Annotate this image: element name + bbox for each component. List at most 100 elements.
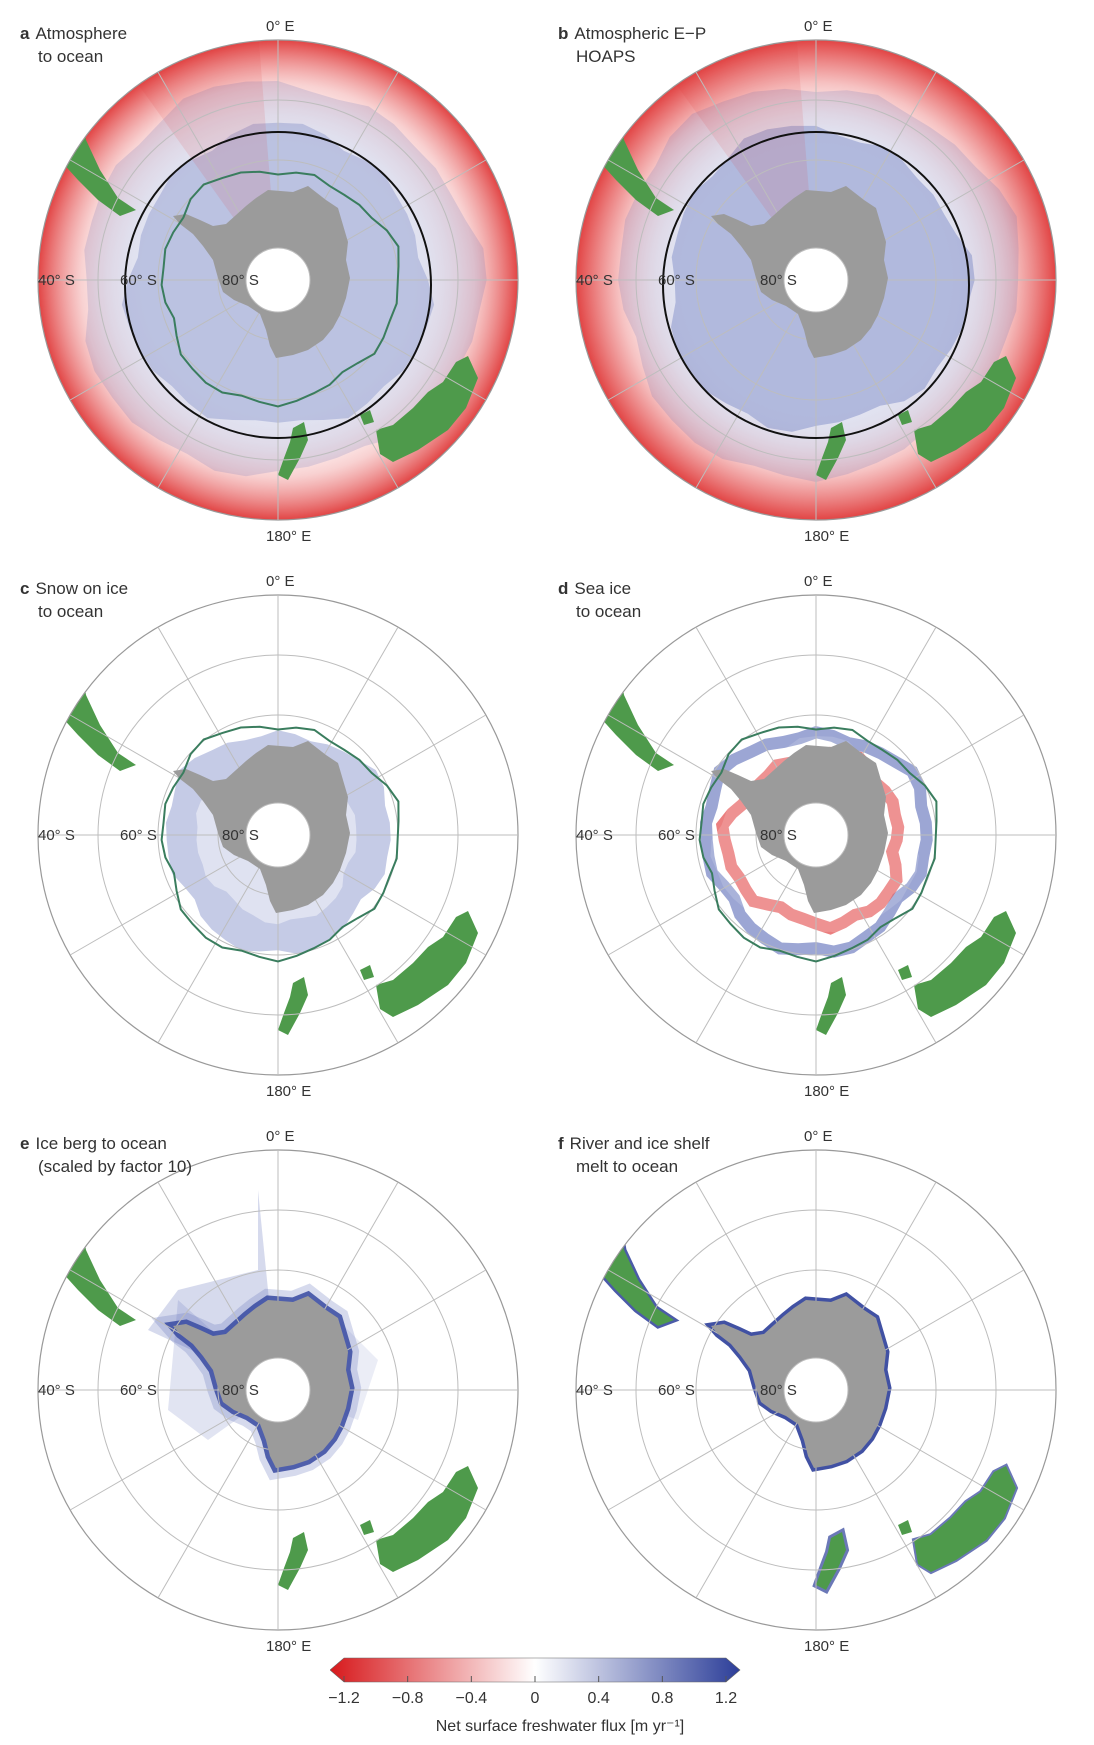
- panel-title-line2: HOAPS: [576, 47, 636, 66]
- land-mass: [898, 1520, 912, 1535]
- land-mass: [376, 1466, 478, 1572]
- land-mass: [360, 1520, 374, 1535]
- pole-hole: [245, 1357, 311, 1423]
- land-mass: [914, 911, 1016, 1017]
- map-panel-e: e Ice berg to ocean (scaled by factor 10) 0…: [8, 1120, 548, 1660]
- lon-label-180E: 180° E: [266, 1638, 312, 1655]
- lon-label-0E: 0° E: [804, 573, 833, 590]
- lon-label-180E: 180° E: [804, 1083, 850, 1100]
- panel-title: f River and ice shelf melt to ocean: [558, 1132, 710, 1178]
- colorbar-tick-label: 0.8: [651, 1690, 674, 1707]
- lat-label-80S: 80° S: [760, 1382, 797, 1399]
- lat-label-60S: 60° S: [120, 272, 157, 289]
- panel-title-line2: to ocean: [38, 602, 104, 621]
- land-mass: [914, 356, 1016, 462]
- land-mass: [376, 356, 478, 462]
- panel-letter: a: [20, 24, 30, 43]
- lat-label-80S: 80° S: [222, 827, 259, 844]
- flux-field-positive-ring: [699, 725, 933, 958]
- panel-title-line1: Snow on ice: [35, 579, 129, 598]
- lon-label-0E: 0° E: [804, 18, 833, 35]
- lon-label-180E: 180° E: [804, 528, 850, 545]
- panel-letter: f: [558, 1134, 564, 1153]
- colorbar-tick-label: 0.4: [587, 1690, 610, 1707]
- lat-label-40S: 40° S: [576, 1382, 613, 1399]
- colorbar-tick-label: −1.2: [328, 1690, 360, 1707]
- panel-title-line2: (scaled by factor 10): [38, 1157, 193, 1176]
- polar-map: [37, 39, 519, 521]
- lat-label-80S: 80° S: [222, 1382, 259, 1399]
- lon-label-0E: 0° E: [266, 573, 295, 590]
- lon-label-180E: 180° E: [266, 1083, 312, 1100]
- panel-title-line2: to ocean: [576, 602, 642, 621]
- colorbar-tick-label: −0.8: [391, 1690, 424, 1707]
- lat-label-40S: 40° S: [38, 1382, 75, 1399]
- panel-title-line1: Atmospheric E−P: [574, 24, 707, 43]
- panel-title: c Snow on ice to ocean: [20, 577, 128, 623]
- land-mass: [898, 965, 912, 980]
- panel-title-line1: Sea ice: [574, 579, 632, 598]
- panel-letter: c: [20, 579, 30, 598]
- polar-map: [575, 39, 1057, 521]
- pole-hole: [783, 802, 849, 868]
- map-panel-a: a Atmosphere to ocean 0° E 180° E 40° S 60° S 8…: [8, 10, 548, 550]
- lon-label-0E: 0° E: [266, 18, 295, 35]
- panel-title: b Atmospheric E−P HOAPS: [558, 22, 706, 68]
- polar-map: [37, 594, 519, 1076]
- panel-letter: b: [558, 24, 569, 43]
- sea-ice-edge: [698, 725, 938, 963]
- map-panel-f: f River and ice shelf melt to ocean 0° E 180…: [546, 1120, 1086, 1660]
- lat-label-60S: 60° S: [658, 1382, 695, 1399]
- lat-label-60S: 60° S: [658, 272, 695, 289]
- lon-label-0E: 0° E: [266, 1128, 295, 1145]
- panel-title: a Atmosphere to ocean: [20, 22, 127, 68]
- sea-ice-edge: [160, 170, 400, 408]
- land-mass: [360, 965, 374, 980]
- panel-title-line1: Ice berg to ocean: [35, 1134, 167, 1153]
- lat-label-80S: 80° S: [760, 272, 797, 289]
- lat-label-80S: 80° S: [222, 272, 259, 289]
- front-circle: [124, 131, 432, 439]
- colorbar-svg: [329, 1657, 741, 1683]
- panel-title: d Sea ice to ocean: [558, 577, 641, 623]
- panel-title-line2: melt to ocean: [576, 1157, 679, 1176]
- colorbar: −1.2 −0.8 −0.4 0 0.4 0.8 1.2 Net surface fresh…: [328, 1650, 790, 1740]
- lon-label-180E: 180° E: [266, 528, 312, 545]
- lat-label-40S: 40° S: [576, 827, 613, 844]
- lat-label-60S: 60° S: [658, 827, 695, 844]
- lat-label-40S: 40° S: [38, 272, 75, 289]
- lat-label-60S: 60° S: [120, 1382, 157, 1399]
- land-mass: [376, 911, 478, 1017]
- polar-map: [37, 1149, 519, 1631]
- colorbar-title: Net surface freshwater flux [m yr⁻¹]: [435, 1718, 685, 1735]
- colorbar-tick-label: 1.2: [714, 1690, 738, 1707]
- lon-label-180E: 180° E: [804, 1638, 850, 1655]
- pole-hole: [245, 802, 311, 868]
- sea-ice-edge: [160, 725, 400, 963]
- polar-map: [575, 594, 1057, 1076]
- panel-letter: e: [20, 1134, 30, 1153]
- colorbar-tick-label: 0: [530, 1690, 540, 1707]
- pole-hole: [783, 1357, 849, 1423]
- panel-title: e Ice berg to ocean (scaled by factor 10): [20, 1132, 192, 1178]
- pole-hole: [245, 247, 311, 313]
- map-panel-b: b Atmospheric E−P HOAPS 0° E 180° E 40° S 60° …: [546, 10, 1086, 550]
- land-mass: [816, 1532, 846, 1590]
- panel-title-line1: River and ice shelf: [569, 1134, 710, 1153]
- pole-hole: [783, 247, 849, 313]
- panel-title-line1: Atmosphere: [35, 24, 128, 43]
- map-panel-c: c Snow on ice to ocean 0° E 180° E 40° S 60° S…: [8, 565, 548, 1105]
- land-mass: [360, 410, 374, 425]
- colorbar-tick-label: −0.4: [455, 1690, 488, 1707]
- land-mass: [898, 410, 912, 425]
- map-panel-d: d Sea ice to ocean 0° E 180° E 40° S 60° S 80° …: [546, 565, 1086, 1105]
- polar-map: [575, 1149, 1057, 1631]
- lat-label-40S: 40° S: [576, 272, 613, 289]
- land-mass: [278, 977, 308, 1035]
- land-mass: [816, 977, 846, 1035]
- land-mass: [278, 1532, 308, 1590]
- lat-label-60S: 60° S: [120, 827, 157, 844]
- lon-label-0E: 0° E: [804, 1128, 833, 1145]
- lat-label-40S: 40° S: [38, 827, 75, 844]
- panel-letter: d: [558, 579, 569, 598]
